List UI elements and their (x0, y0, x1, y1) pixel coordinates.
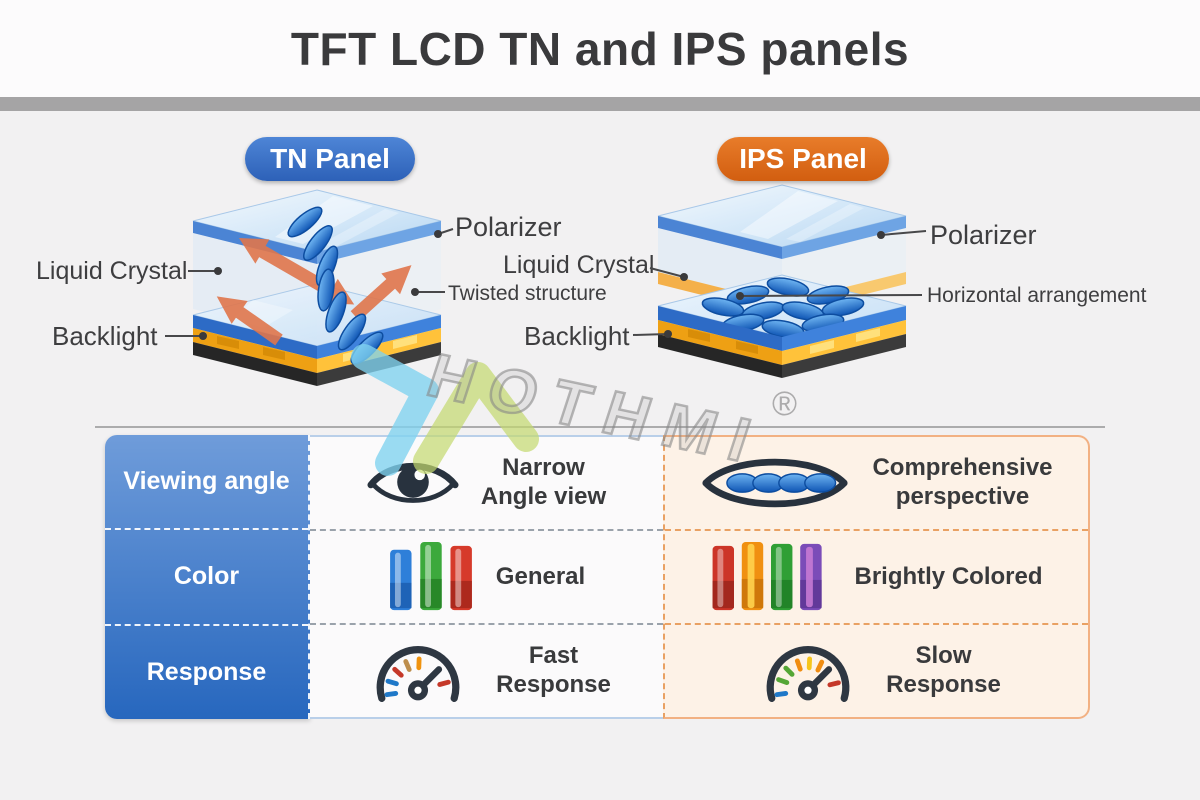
eye-icon (367, 454, 459, 512)
feature-viewing-angle: Viewing angle (105, 435, 308, 531)
ips-response-text: Slow Response (886, 642, 1001, 698)
tn-viewing-angle-cell: Narrow Angle view (310, 437, 663, 531)
wide-eye-icon (700, 450, 850, 516)
tn-layers-illustration (192, 189, 442, 386)
color-bars-3-icon (388, 540, 474, 614)
header: TFT LCD TN and IPS panels (0, 0, 1200, 97)
header-divider-bar (0, 97, 1200, 111)
ips-backlight-label: Backlight (524, 321, 630, 351)
tn-color-cell: General (310, 531, 663, 625)
ips-color-text: Brightly Colored (854, 562, 1043, 590)
tn-panel-3d-diagram (183, 188, 451, 405)
ips-viewing-angle-text: Comprehensive perspective (872, 454, 1053, 510)
feature-response: Response (146, 657, 267, 686)
comparison-table: Viewing angle Color Response Narrow Angl… (105, 435, 1090, 719)
tn-liquid-crystal-label: Liquid Crystal (36, 257, 188, 285)
tn-polarizer-label: Polarizer (455, 212, 562, 242)
tn-backlight-label: Backlight (52, 321, 158, 351)
tn-viewing-angle-text: Narrow Angle view (480, 454, 607, 510)
feature-column: Viewing angle Color Response (105, 435, 310, 719)
ips-color-cell: Brightly Colored (665, 531, 1088, 625)
tn-column: Narrow Angle view (310, 435, 663, 719)
ips-panel-3d-diagram (648, 183, 916, 403)
feature-color: Color (105, 530, 308, 626)
tn-color-text: General (495, 562, 586, 590)
table-top-divider-line (95, 426, 1105, 428)
ips-column: Comprehensive perspective (663, 435, 1090, 719)
tn-panel-badge: TN Panel (245, 137, 415, 181)
ips-polarizer-label: Polarizer (930, 220, 1037, 250)
ips-viewing-angle-cell: Comprehensive perspective (665, 437, 1088, 531)
gauge-icon (362, 634, 474, 708)
color-bars-4-icon (710, 540, 832, 614)
ips-liquid-crystal-label: Liquid Crystal (503, 251, 655, 279)
tn-response-text: Fast Response (496, 642, 611, 698)
page-title: TFT LCD TN and IPS panels (290, 22, 910, 75)
ips-horizontal-arrangement-label: Horizontal arrangement (927, 284, 1147, 307)
ips-response-cell: Slow Response (665, 625, 1088, 717)
tn-response-cell: Fast Response (310, 625, 663, 717)
gauge-icon (752, 634, 864, 708)
ips-layers-illustration (657, 184, 907, 378)
tn-twisted-structure-label: Twisted structure (448, 282, 607, 305)
ips-panel-badge: IPS Panel (717, 137, 889, 181)
